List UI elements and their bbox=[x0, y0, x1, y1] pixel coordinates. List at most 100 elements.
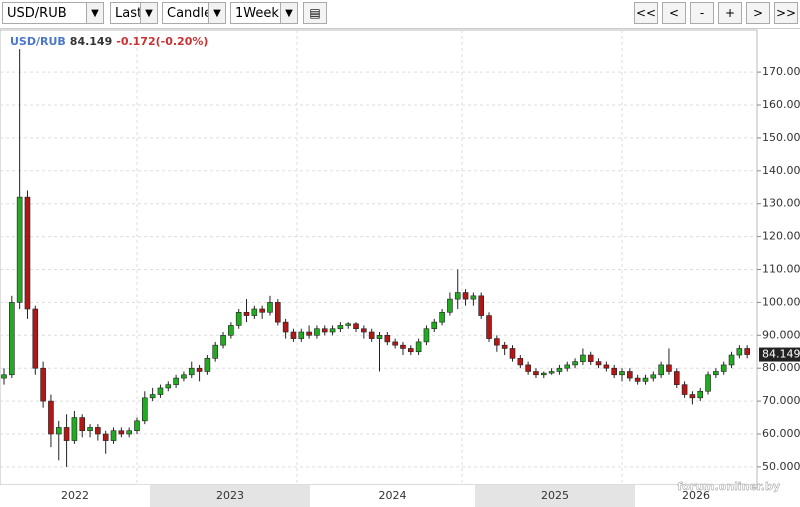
candle-body bbox=[462, 292, 469, 300]
nav-button[interactable]: + bbox=[718, 2, 742, 24]
candle-body bbox=[525, 364, 531, 372]
candle-body bbox=[235, 311, 242, 326]
candle-body bbox=[251, 308, 258, 316]
candle-body bbox=[673, 371, 680, 385]
candle-body bbox=[658, 364, 664, 376]
candle-body bbox=[595, 361, 602, 366]
y-tick-label: 70.000 bbox=[762, 394, 800, 407]
candle-body bbox=[681, 384, 688, 395]
candle-body bbox=[87, 427, 93, 432]
y-tick-label: 100.000 bbox=[762, 295, 800, 308]
candle-body bbox=[705, 374, 711, 392]
candle-body bbox=[634, 377, 641, 382]
candle-body bbox=[486, 315, 492, 339]
candle-body bbox=[142, 397, 148, 422]
candle-body bbox=[642, 377, 649, 382]
candle-body bbox=[392, 341, 398, 346]
dropdown-arrow: ▼ bbox=[208, 3, 225, 23]
candle-body bbox=[447, 298, 453, 313]
y-tick-label: 50.000 bbox=[762, 460, 800, 473]
price-change: -0.172(-0.20%) bbox=[116, 35, 208, 48]
nav-button[interactable]: < bbox=[662, 2, 686, 24]
candle-body bbox=[627, 371, 633, 379]
candle-body bbox=[55, 427, 62, 435]
candle-body bbox=[321, 328, 328, 333]
nav-button[interactable]: > bbox=[746, 2, 770, 24]
candle-body bbox=[720, 364, 727, 372]
candle-body bbox=[666, 364, 672, 372]
candle-body bbox=[306, 331, 312, 336]
nav-button[interactable]: >> bbox=[774, 2, 798, 24]
candle-body bbox=[118, 430, 125, 435]
indicator-button[interactable]: ▤ bbox=[303, 2, 327, 24]
dropdown-arrow: ▼ bbox=[140, 3, 157, 23]
candle-body bbox=[540, 372, 547, 376]
candle-body bbox=[713, 371, 719, 376]
price-type-select[interactable]: Last ▼ bbox=[110, 2, 158, 24]
candle-body bbox=[95, 427, 101, 435]
dropdown-arrow: ▼ bbox=[280, 3, 297, 23]
candle-body bbox=[744, 348, 750, 355]
candle-body bbox=[126, 430, 132, 435]
candle-body bbox=[282, 321, 289, 333]
year-band bbox=[150, 485, 310, 507]
year-band bbox=[635, 485, 757, 507]
y-tick-label: 140.000 bbox=[762, 164, 800, 177]
year-band bbox=[310, 485, 475, 507]
candle-body bbox=[188, 367, 195, 376]
year-band bbox=[0, 485, 150, 507]
candle-body bbox=[157, 387, 164, 395]
candle-body bbox=[564, 364, 571, 369]
chart-style: Candle bbox=[167, 6, 213, 21]
y-tick-label: 90.000 bbox=[762, 328, 800, 341]
nav-button[interactable]: << bbox=[634, 2, 658, 24]
candle-body bbox=[196, 367, 203, 372]
candle-body bbox=[548, 371, 555, 374]
candle-body bbox=[165, 384, 172, 389]
nav-button[interactable]: - bbox=[690, 2, 714, 24]
candle-body bbox=[204, 358, 211, 372]
candle-body bbox=[212, 344, 219, 359]
candle-body bbox=[71, 417, 78, 441]
candle-body bbox=[533, 371, 539, 376]
candle-body bbox=[603, 364, 610, 369]
period: 1Week bbox=[235, 6, 279, 21]
candle-body bbox=[149, 394, 156, 399]
candle-body bbox=[298, 331, 305, 339]
candle-body bbox=[509, 348, 516, 359]
y-tick-label: 160.000 bbox=[762, 98, 800, 111]
candle-body bbox=[494, 338, 500, 346]
candle-body bbox=[275, 302, 281, 323]
x-tick-label: 2024 bbox=[379, 489, 407, 502]
y-tick-label: 130.000 bbox=[762, 197, 800, 210]
candle-body bbox=[314, 328, 320, 336]
candle-body bbox=[423, 328, 430, 343]
style-select[interactable]: Candle ▼ bbox=[162, 2, 226, 24]
candle-body bbox=[478, 295, 484, 316]
candle-body bbox=[431, 321, 438, 330]
symbol-select[interactable]: USD/RUB ▼ bbox=[2, 2, 104, 24]
y-tick-label: 80.000 bbox=[762, 361, 800, 374]
candle-body bbox=[63, 427, 70, 441]
candle-body bbox=[400, 344, 406, 349]
y-tick-label: 110.000 bbox=[762, 263, 800, 276]
candle-body bbox=[290, 331, 297, 339]
watermark: forum.onliner.by bbox=[677, 480, 780, 493]
candle-body bbox=[40, 367, 46, 402]
candle-body bbox=[345, 323, 352, 326]
toolbar: USD/RUB ▼ Last ▼ Candle ▼ 1Week ▼ ▤ << < - + > >> bbox=[0, 0, 800, 29]
candle-body bbox=[79, 417, 86, 432]
candle-body bbox=[454, 292, 461, 300]
candle-body bbox=[501, 344, 508, 349]
candle-body bbox=[587, 354, 594, 362]
quote-header: USD/RUB 84.149 -0.172(-0.20%) bbox=[10, 35, 208, 48]
candle-body bbox=[228, 325, 234, 336]
candle-body bbox=[32, 308, 39, 369]
candle-body bbox=[9, 302, 15, 376]
period-select[interactable]: 1Week ▼ bbox=[230, 2, 298, 24]
last-price: 84.149 bbox=[70, 35, 112, 48]
candle-body bbox=[48, 400, 54, 435]
candle-body bbox=[728, 354, 735, 366]
candle-body bbox=[470, 295, 477, 300]
